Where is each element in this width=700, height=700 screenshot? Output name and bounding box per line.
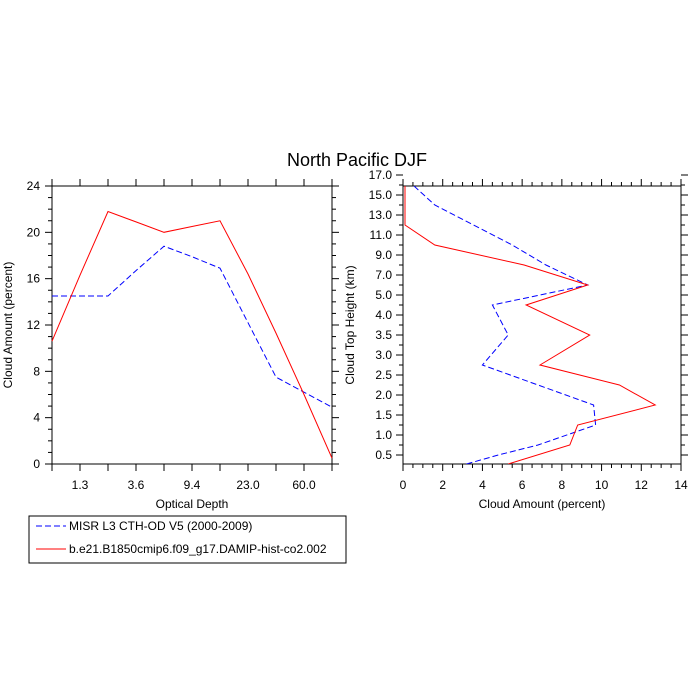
right-x-tick-label: 6 <box>519 478 526 492</box>
left-x-tick-label: 23.0 <box>236 478 260 492</box>
left-x-tick-label: 9.4 <box>184 478 201 492</box>
right-panel-cloud-top-height: 0 2 4 6 8 10 12 14 0.5 1.0 1.5 2.0 2.5 3.0 3.5 4.0 5.0 7.… <box>343 168 688 511</box>
right-y-tick-label: 11.0 <box>370 228 393 242</box>
left-ticks: 0 4 8 12 16 20 24 1.3 3.6 9.4 23.0 60.0 <box>27 179 339 492</box>
legend-label-model: b.e21.B1850cmip6.f09_g17.DAMIP-hist-co2.… <box>69 542 327 556</box>
left-panel-optical-depth: 0 4 8 12 16 20 24 1.3 3.6 9.4 23.0 60.0 Optical Dep… <box>1 179 339 511</box>
right-y-tick-label: 4.0 <box>375 308 392 322</box>
right-y-tick-label: 2.5 <box>375 368 392 382</box>
right-x-tick-label: 12 <box>635 478 649 492</box>
right-series-obs-line <box>413 186 597 464</box>
right-x-tick-label: 0 <box>400 478 407 492</box>
legend-label-obs: MISR L3 CTH-OD V5 (2000-2009) <box>69 519 252 533</box>
right-y-tick-label: 1.0 <box>375 428 392 442</box>
left-y-tick-label: 20 <box>27 225 41 239</box>
left-x-axis-label: Optical Depth <box>156 497 229 511</box>
right-plot-frame <box>402 185 682 465</box>
right-y-tick-label: 3.5 <box>375 328 392 342</box>
right-series <box>404 186 657 464</box>
left-series-model-line <box>51 210 333 459</box>
left-series <box>51 210 333 459</box>
right-series-model-line <box>404 186 657 464</box>
right-y-tick-label: 15.0 <box>369 188 393 202</box>
right-x-tick-label: 8 <box>559 478 566 492</box>
left-y-tick-label: 8 <box>33 364 40 378</box>
right-y-tick-label: 7.0 <box>375 268 392 282</box>
right-x-tick-label: 4 <box>479 478 486 492</box>
right-y-tick-label: 2.0 <box>375 388 392 402</box>
left-plot-frame <box>51 185 333 465</box>
left-x-tick-label: 1.3 <box>72 478 89 492</box>
right-y-axis-label: Cloud Top Height (km) <box>343 265 357 384</box>
right-y-tick-label: 0.5 <box>375 448 392 462</box>
right-x-axis-label: Cloud Amount (percent) <box>479 497 606 511</box>
right-x-tick-label: 2 <box>439 478 446 492</box>
left-y-tick-label: 24 <box>27 179 41 193</box>
right-y-tick-label: 5.0 <box>375 288 392 302</box>
figure-title: North Pacific DJF <box>287 150 427 170</box>
left-series-obs-line <box>52 245 333 408</box>
legend-box <box>28 515 347 564</box>
left-x-tick-label: 60.0 <box>292 478 316 492</box>
right-ticks: 0 2 4 6 8 10 12 14 0.5 1.0 1.5 2.0 2.5 3.0 3.5 4.0 5.0 7.… <box>369 168 688 492</box>
left-y-tick-label: 12 <box>27 318 41 332</box>
right-x-tick-label: 14 <box>674 478 688 492</box>
left-x-tick-label: 3.6 <box>128 478 145 492</box>
right-y-tick-label: 3.0 <box>375 348 392 362</box>
right-y-tick-label: 13.0 <box>369 208 393 222</box>
right-y-tick-label: 17.0 <box>369 168 393 182</box>
left-y-axis-label: Cloud Amount (percent) <box>1 262 15 389</box>
left-y-tick-label: 0 <box>33 457 40 471</box>
right-y-tick-label: 1.5 <box>375 408 392 422</box>
legend: MISR L3 CTH-OD V5 (2000-2009) b.e21.B185… <box>28 515 347 564</box>
right-x-tick-label: 10 <box>595 478 609 492</box>
left-y-tick-label: 16 <box>27 272 41 286</box>
right-y-tick-label: 9.0 <box>375 248 392 262</box>
left-y-tick-label: 4 <box>33 411 40 425</box>
